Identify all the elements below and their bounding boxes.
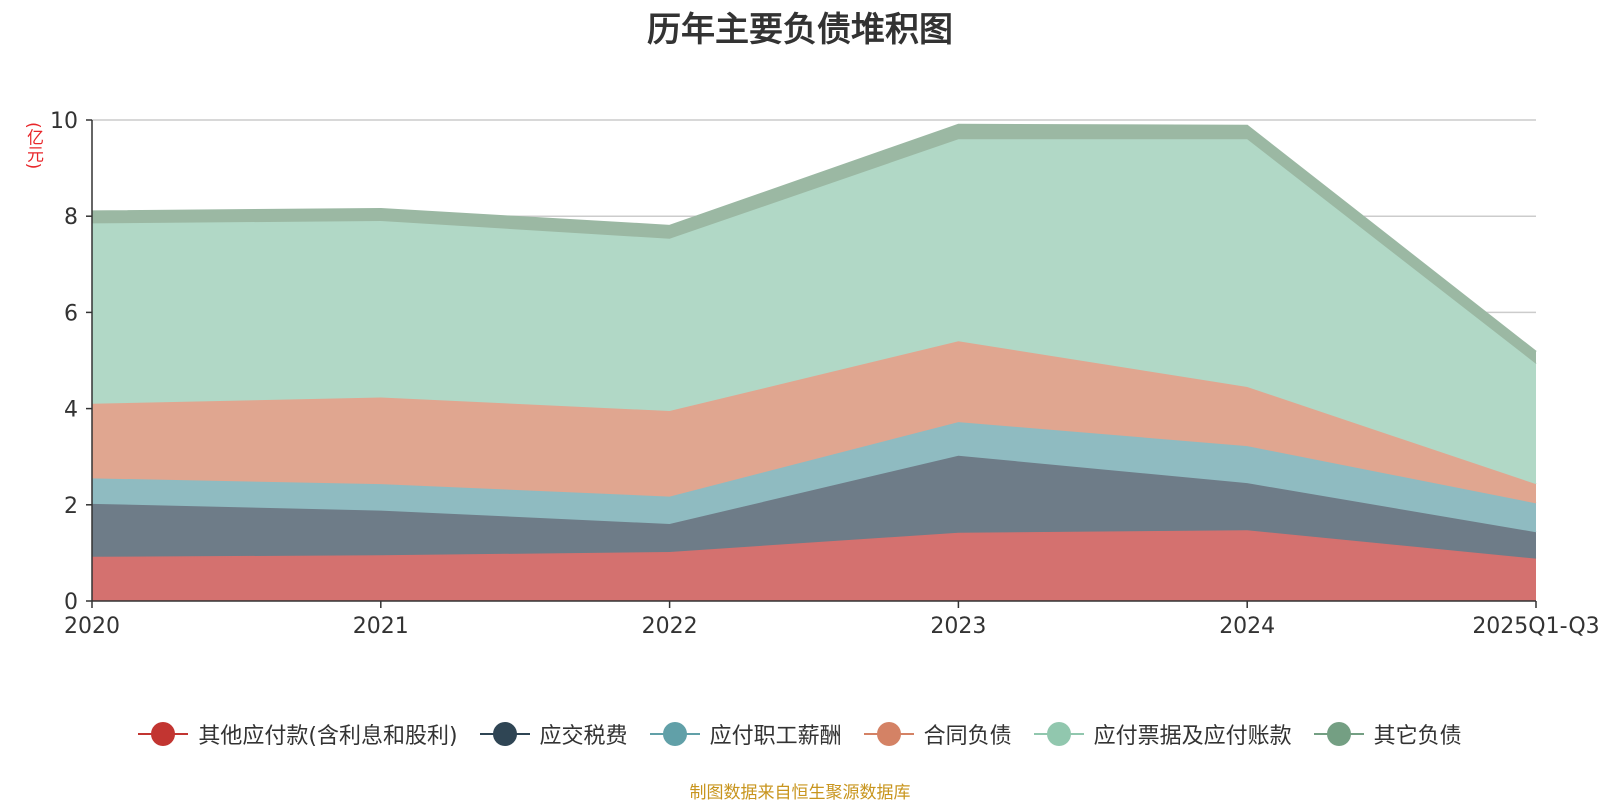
legend-label: 合同负债 bbox=[923, 724, 1012, 749]
legend-item[interactable]: 应付票据及应付账款 bbox=[1033, 718, 1292, 750]
series-areas bbox=[91, 123, 1537, 601]
legend-item[interactable]: 合同负债 bbox=[863, 718, 1012, 750]
legend-marker-icon bbox=[863, 721, 914, 747]
legend-marker-icon bbox=[479, 721, 530, 747]
legend-marker-icon bbox=[138, 721, 189, 747]
y-tick-label: 6 bbox=[64, 301, 78, 326]
legend-label: 其他应付款(含利息和股利) bbox=[198, 724, 458, 749]
legend-item[interactable]: 应交税费 bbox=[479, 718, 628, 750]
legend-item[interactable]: 其他应付款(含利息和股利) bbox=[138, 718, 458, 750]
legend-item[interactable]: 应付职工薪酬 bbox=[649, 718, 842, 750]
legend-item[interactable]: 其它负债 bbox=[1313, 718, 1462, 750]
y-tick-label: 10 bbox=[50, 109, 78, 134]
legend: 其他应付款(含利息和股利) 应交税费 应付职工薪酬 合同负债 应付票据及应付账款 其它负债 bbox=[0, 718, 1600, 750]
y-tick-label: 0 bbox=[64, 590, 78, 615]
legend-label: 其它负债 bbox=[1373, 724, 1462, 749]
legend-label: 应付票据及应付账款 bbox=[1093, 724, 1292, 749]
y-tick-label: 8 bbox=[64, 205, 78, 230]
source-note: 制图数据来自恒生聚源数据库 bbox=[689, 783, 911, 803]
y-axis-unit-label: (亿元) bbox=[23, 122, 43, 170]
area-series bbox=[92, 530, 1536, 601]
legend-label: 应交税费 bbox=[539, 724, 628, 749]
axes bbox=[91, 120, 1537, 608]
x-tick-label: 2020 bbox=[64, 614, 120, 639]
x-tick-label: 2024 bbox=[1219, 614, 1275, 639]
y-tick-labels: 0 2 4 6 8 10 bbox=[50, 109, 78, 615]
x-tick-label: 2023 bbox=[930, 614, 986, 639]
x-tick-label: 2025Q1-Q3 bbox=[1472, 614, 1599, 639]
x-tick-label: 2022 bbox=[642, 614, 698, 639]
area-series bbox=[92, 455, 1536, 559]
legend-marker-icon bbox=[649, 721, 700, 747]
legend-marker-icon bbox=[1033, 721, 1084, 747]
y-tick-label: 2 bbox=[64, 494, 78, 519]
area-series bbox=[92, 422, 1536, 533]
x-tick-labels: 2020 2021 2022 2023 2024 2025Q1-Q3 bbox=[64, 614, 1600, 639]
x-tick-label: 2021 bbox=[353, 614, 409, 639]
legend-marker-icon bbox=[1313, 721, 1364, 747]
stacked-area-chart: 0 2 4 6 8 10 2020 2021 2022 2023 2024 2025Q1-Q3 bbox=[50, 109, 1600, 639]
area-series bbox=[92, 341, 1536, 504]
y-tick-label: 4 bbox=[64, 398, 78, 423]
series-line bbox=[91, 123, 1537, 353]
chart-title: 历年主要负债堆积图 bbox=[647, 10, 953, 50]
legend-label: 应付职工薪酬 bbox=[709, 724, 842, 749]
